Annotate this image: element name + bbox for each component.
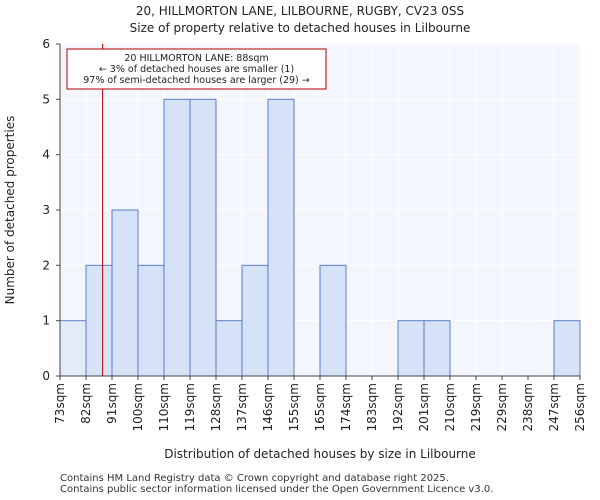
x-tick-label: 174sqm xyxy=(339,383,353,431)
bar-146sqm xyxy=(267,98,295,377)
footer-line2: Contains public sector information licen… xyxy=(60,484,494,495)
annotation-line1: 20 HILLMORTON LANE: 88sqm xyxy=(124,53,268,64)
bar-100sqm xyxy=(137,264,165,377)
x-tick-label: 128sqm xyxy=(209,383,223,431)
x-tick-label: 219sqm xyxy=(469,383,483,431)
chart-title-line2: Size of property relative to detached ho… xyxy=(130,21,471,35)
x-tick-label: 137sqm xyxy=(235,383,249,431)
bar-128sqm xyxy=(215,320,243,377)
x-tick-label: 119sqm xyxy=(183,383,197,431)
annotation-line2: ← 3% of detached houses are smaller (1) xyxy=(99,64,294,75)
bar-91sqm xyxy=(111,209,139,377)
y-tick-label: 2 xyxy=(42,258,50,272)
x-tick-label: 238sqm xyxy=(521,383,535,431)
x-axis-label: Distribution of detached houses by size … xyxy=(164,447,476,461)
x-tick-label: 183sqm xyxy=(365,383,379,431)
y-tick-label: 3 xyxy=(42,203,50,217)
annotation-line3: 97% of semi-detached houses are larger (… xyxy=(83,75,310,86)
annotation-box xyxy=(66,48,327,90)
bar-119sqm xyxy=(189,98,217,377)
bar-192sqm xyxy=(397,320,425,377)
x-tick-label: 100sqm xyxy=(131,383,145,431)
footer-line1: Contains HM Land Registry data © Crown c… xyxy=(60,473,449,484)
bar-201sqm xyxy=(423,320,451,377)
x-tick-label: 192sqm xyxy=(391,383,405,431)
y-tick-label: 0 xyxy=(42,369,50,383)
x-tick-label: 201sqm xyxy=(417,383,431,431)
bar-82sqm xyxy=(85,264,113,377)
bar-73sqm xyxy=(59,320,87,377)
y-axis-label: Number of detached properties xyxy=(3,116,17,305)
x-tick-label: 146sqm xyxy=(261,383,275,431)
bar-165sqm xyxy=(319,264,347,377)
bar-110sqm xyxy=(163,98,191,377)
x-tick-label: 155sqm xyxy=(287,383,301,431)
y-tick-label: 6 xyxy=(42,37,50,51)
y-tick-label: 5 xyxy=(42,92,50,106)
x-tick-label: 229sqm xyxy=(495,383,509,431)
y-tick-label: 4 xyxy=(42,148,50,162)
x-tick-label: 210sqm xyxy=(443,383,457,431)
chart-title-line1: 20, HILLMORTON LANE, LILBOURNE, RUGBY, C… xyxy=(136,4,464,18)
x-tick-label: 165sqm xyxy=(313,383,327,431)
x-tick-label: 73sqm xyxy=(53,383,67,424)
x-tick-label: 91sqm xyxy=(105,383,119,424)
bar-247sqm xyxy=(553,320,581,377)
y-tick-label: 1 xyxy=(42,314,50,328)
x-tick-label: 256sqm xyxy=(573,383,587,431)
footer: Contains HM Land Registry data © Crown c… xyxy=(60,473,493,495)
plot-area: 0 1 2 3 4 5 6 73sqm 82sqm 91sqm 100sqm 110sqm 119sqm… xyxy=(42,37,587,431)
histogram-chart: 20, HILLMORTON LANE, LILBOURNE, RUGBY, C… xyxy=(3,4,587,461)
bar-137sqm xyxy=(241,264,269,377)
x-tick-label: 247sqm xyxy=(547,383,561,431)
x-tick-label: 110sqm xyxy=(157,383,171,431)
x-tick-label: 82sqm xyxy=(79,383,93,424)
